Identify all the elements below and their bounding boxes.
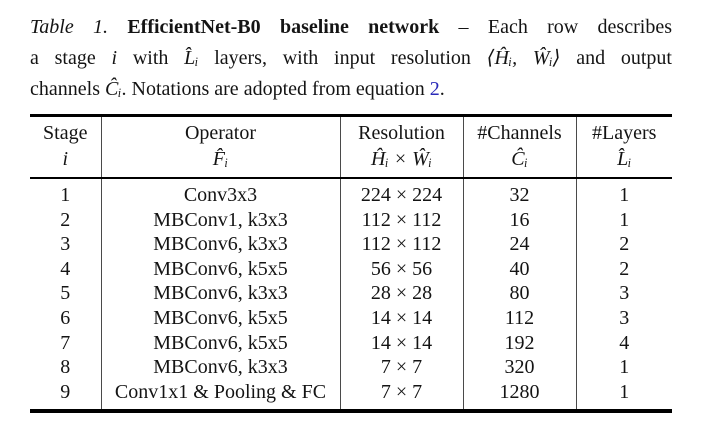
caption-line-1: Table 1. EfficientNet-B0 baseline networ… <box>30 12 672 43</box>
table-cell: 16 <box>462 207 576 233</box>
caption-line-3: channels Ĉᵢ. Notations are adopted from … <box>30 74 672 105</box>
column-symbol: Ĥᵢ × Ŵᵢ <box>371 148 432 170</box>
table-row: 7 MBConv6, k5x5 14 × 14 192 4 <box>30 330 672 356</box>
column-title: #Channels <box>477 122 562 144</box>
table-cell: 7 × 7 <box>339 379 463 412</box>
caption-line-2: a stage i with L̂ᵢ layers, with input re… <box>30 43 672 74</box>
column-title: #Layers <box>592 122 657 144</box>
table-cell: 8 <box>60 356 71 379</box>
table-cell: 224 × 224 <box>339 178 463 208</box>
caption-text: . <box>439 78 445 100</box>
column-header-channels: #Channels Ĉᵢ <box>462 115 576 179</box>
table-cell: 112 × 112 <box>339 207 463 233</box>
table-cell: 1 <box>575 178 672 208</box>
table-cell: 5 <box>60 282 71 305</box>
table-cell: MBConv1, k3x3 <box>100 207 340 233</box>
table-cell: 56 × 56 <box>339 256 463 282</box>
table-row: 2 MBConv1, k3x3 112 × 112 16 1 <box>30 207 672 233</box>
table-cell: MBConv6, k3x3 <box>100 281 340 306</box>
table-row: 1 Conv3x3 224 × 224 32 1 <box>30 178 672 208</box>
table-cell: 112 × 112 <box>339 232 463 257</box>
column-symbol: i <box>62 148 69 170</box>
caption-text: with <box>117 47 185 69</box>
column-header-resolution: Resolution Ĥᵢ × Ŵᵢ <box>339 115 463 179</box>
table-cell: 2 <box>575 232 672 257</box>
table-cell: 1 <box>575 379 672 412</box>
table-cell: 2 <box>575 256 672 282</box>
table-cell: 3 <box>575 281 672 306</box>
table-cell: 14 × 14 <box>339 330 463 356</box>
table-cell: 7 <box>60 331 71 354</box>
table-cell: 14 × 14 <box>339 305 463 331</box>
column-header-stage: Stage i <box>30 115 101 179</box>
caption-text: channels <box>30 78 105 100</box>
table-row: 9 Conv1x1 & Pooling & FC 7 × 7 1280 1 <box>30 379 672 412</box>
table-cell: 80 <box>462 281 576 306</box>
variable-layers: L̂ᵢ <box>184 47 199 69</box>
table-body: 1 Conv3x3 224 × 224 32 1 2 MBConv1, k3x3 112 × … <box>30 178 672 412</box>
table-cell: 112 <box>462 305 576 331</box>
column-header-operator: Operator F̂ᵢ <box>100 115 340 179</box>
column-title: Operator <box>184 122 257 144</box>
table-cell: 320 <box>462 355 576 380</box>
table-cell: 40 <box>462 256 576 282</box>
column-symbol: Ĉᵢ <box>511 148 528 170</box>
table-cell: 7 × 7 <box>339 355 463 380</box>
variable-resolution: ⟨Ĥᵢ, Ŵᵢ⟩ <box>486 47 561 69</box>
header-row: Stage i Operator F̂ᵢ Resolution Ĥᵢ × Ŵᵢ #Chann… <box>30 115 672 179</box>
table-row: 6 MBConv6, k5x5 14 × 14 112 3 <box>30 305 672 331</box>
caption-text: a stage <box>30 47 112 69</box>
table-cell: 32 <box>462 178 576 208</box>
table-row: 4 MBConv6, k5x5 56 × 56 40 2 <box>30 256 672 282</box>
column-title: Resolution <box>358 122 445 144</box>
table-cell: MBConv6, k3x3 <box>100 355 340 380</box>
column-header-layers: #Layers L̂ᵢ <box>575 115 672 179</box>
variable-channels: Ĉᵢ <box>104 78 122 100</box>
table-cell: 24 <box>462 232 576 257</box>
table-cell: 1280 <box>462 379 576 412</box>
variable-i: i <box>111 47 118 69</box>
column-title: Stage <box>43 122 88 144</box>
column-symbol: L̂ᵢ <box>617 148 632 170</box>
caption-text: – Each row describes <box>439 16 672 38</box>
paper-page: Table 1. EfficientNet-B0 baseline networ… <box>0 12 702 446</box>
table-cell: 6 <box>60 306 71 329</box>
table-cell: 3 <box>575 305 672 331</box>
column-symbol: F̂ᵢ <box>212 148 229 170</box>
table-row: 8 MBConv6, k3x3 7 × 7 320 1 <box>30 355 672 380</box>
table-row: 5 MBConv6, k3x3 28 × 28 80 3 <box>30 281 672 306</box>
table-cell: MBConv6, k5x5 <box>100 256 340 282</box>
equation-2-link[interactable]: 2 <box>429 78 440 100</box>
table-cell: 3 <box>60 233 71 256</box>
table-cell: MBConv6, k5x5 <box>100 330 340 356</box>
table-cell: 4 <box>60 257 71 280</box>
table-cell: Conv3x3 <box>100 178 340 208</box>
table-caption: Table 1. EfficientNet-B0 baseline networ… <box>30 12 672 105</box>
caption-text: layers, with input resolution <box>198 47 487 69</box>
table-cell: MBConv6, k3x3 <box>100 232 340 257</box>
table-cell: 1 <box>575 207 672 233</box>
stages-table: Stage i Operator F̂ᵢ Resolution Ĥᵢ × Ŵᵢ #Chann… <box>30 114 672 414</box>
table-cell: 2 <box>60 208 71 231</box>
table-cell: Conv1x1 & Pooling & FC <box>100 379 340 412</box>
table-cell: 9 <box>60 380 71 403</box>
table-cell: 1 <box>60 184 71 206</box>
table-cell: MBConv6, k5x5 <box>100 305 340 331</box>
caption-table-title: EfficientNet-B0 baseline network <box>108 16 440 38</box>
caption-table-label: Table 1. <box>30 16 109 38</box>
table-row: 3 MBConv6, k3x3 112 × 112 24 2 <box>30 232 672 257</box>
table-cell: 4 <box>575 330 672 356</box>
caption-text: . Notations are adopted from equation <box>121 78 430 100</box>
table-cell: 1 <box>575 355 672 380</box>
caption-text: and output <box>560 47 672 69</box>
table-cell: 192 <box>462 330 576 356</box>
table-cell: 28 × 28 <box>339 281 463 306</box>
